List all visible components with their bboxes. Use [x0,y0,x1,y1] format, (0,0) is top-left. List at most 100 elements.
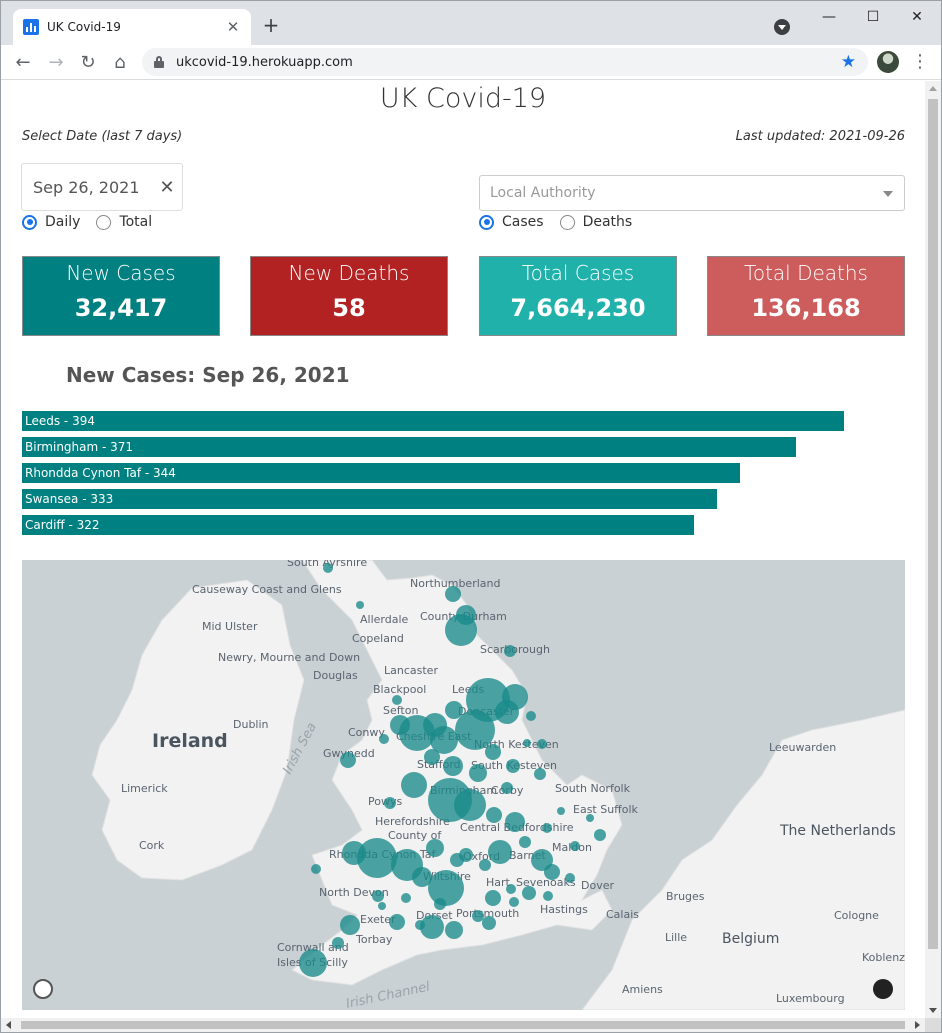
case-marker[interactable] [443,756,463,776]
cases-map[interactable]: Ireland The Netherlands Belgium Irish Sea Ir… [22,560,905,1010]
case-marker[interactable] [488,840,512,864]
case-marker[interactable] [482,916,496,930]
scroll-thumb[interactable] [928,99,938,949]
bar-swansea[interactable]: Swansea - 333 [22,489,717,509]
case-marker[interactable] [586,814,594,822]
case-marker[interactable] [544,864,560,880]
case-marker[interactable] [455,710,495,750]
case-marker[interactable] [378,902,386,910]
case-marker[interactable] [299,949,327,977]
case-marker[interactable] [450,853,464,867]
case-marker[interactable] [486,807,502,823]
case-marker[interactable] [311,864,321,874]
browser-tab[interactable]: UK Covid-19 ✕ [13,9,251,45]
case-marker[interactable] [557,807,565,815]
bar-leeds[interactable]: Leeds - 394 [22,411,844,431]
case-marker[interactable] [523,739,531,747]
case-marker[interactable] [469,764,487,782]
bookmark-star-icon[interactable]: ★ [840,52,856,72]
case-marker[interactable] [485,890,501,906]
case-marker[interactable] [543,891,553,901]
case-marker[interactable] [509,897,519,907]
case-marker[interactable] [401,772,427,798]
scroll-up-icon[interactable] [929,86,937,91]
case-marker[interactable] [495,700,519,724]
case-marker[interactable] [332,937,344,949]
case-marker[interactable] [356,601,364,609]
case-marker[interactable] [389,914,405,930]
case-marker[interactable] [357,838,397,878]
local-authority-select[interactable]: Local Authority [479,175,905,211]
case-marker[interactable] [501,782,513,794]
case-marker[interactable] [522,886,536,900]
close-window-button[interactable]: ✕ [911,9,923,25]
case-marker[interactable] [505,812,525,832]
case-marker[interactable] [424,749,440,765]
case-marker[interactable] [506,884,516,894]
case-marker[interactable] [445,921,463,939]
date-value[interactable]: Sep 26, 2021 [33,177,140,197]
address-bar[interactable]: ukcovid-19.herokuapp.com ★ [142,48,868,76]
case-marker[interactable] [542,823,552,833]
case-marker[interactable] [594,829,606,841]
scroll-down-icon[interactable] [929,1008,937,1013]
browser-menu-button[interactable]: ⋮ [911,51,929,72]
minimize-button[interactable]: — [822,9,836,25]
case-marker[interactable] [340,752,356,768]
case-marker[interactable] [519,836,531,848]
case-marker[interactable] [384,797,396,809]
tab-search-icon[interactable] [774,19,790,35]
reload-button[interactable]: ↻ [80,52,96,73]
bar-rhondda-cynon-taf[interactable]: Rhondda Cynon Taf - 344 [22,463,740,483]
case-marker[interactable] [420,915,444,939]
radio-button-icon[interactable] [559,214,575,230]
radio-button-icon[interactable] [22,214,37,230]
case-marker[interactable] [445,614,477,646]
scroll-thumb[interactable] [21,1021,905,1029]
chevron-down-icon[interactable] [874,176,904,210]
case-marker[interactable] [472,910,484,922]
home-button[interactable]: ⌂ [114,52,126,73]
case-marker[interactable] [401,893,411,903]
case-marker[interactable] [340,915,360,935]
date-picker[interactable]: Sep 26, 2021 ✕ [21,163,183,211]
radio-total[interactable]: Total [96,214,152,230]
case-marker[interactable] [372,890,384,902]
case-marker[interactable] [537,739,547,749]
avatar-icon[interactable] [877,51,899,73]
maximize-button[interactable]: ☐ [866,9,880,25]
case-marker[interactable] [454,789,486,821]
case-marker[interactable] [428,870,464,906]
case-marker[interactable] [379,734,389,744]
close-tab-icon[interactable]: ✕ [226,18,240,36]
case-marker[interactable] [506,759,520,773]
new-tab-button[interactable]: + [262,13,280,37]
info-icon[interactable] [873,979,893,999]
horizontal-scrollbar[interactable] [1,1018,925,1032]
case-marker[interactable] [323,563,333,573]
bar-birmingham[interactable]: Birmingham - 371 [22,437,796,457]
radio-button-icon[interactable] [96,214,112,230]
back-button[interactable]: ← [15,52,31,73]
case-marker[interactable] [426,839,444,857]
mapbox-logo-icon[interactable] [33,979,53,999]
url-text[interactable]: ukcovid-19.herokuapp.com [176,54,353,70]
case-marker[interactable] [485,744,501,760]
clear-date-icon[interactable]: ✕ [159,176,175,198]
radio-deaths[interactable]: Deaths [559,214,632,230]
case-marker[interactable] [526,711,536,721]
case-marker[interactable] [534,768,546,780]
radio-cases[interactable]: Cases [479,214,544,230]
bar-cardiff[interactable]: Cardiff - 322 [22,515,694,535]
scroll-left-icon[interactable] [6,1021,11,1029]
scroll-right-icon[interactable] [915,1021,920,1029]
case-marker[interactable] [445,586,461,602]
lock-icon[interactable] [154,56,164,68]
vertical-scrollbar[interactable] [925,81,941,1018]
radio-daily[interactable]: Daily [22,214,80,230]
radio-button-icon[interactable] [479,214,494,230]
case-marker[interactable] [445,701,463,719]
case-marker[interactable] [504,645,516,657]
case-marker[interactable] [434,898,446,910]
